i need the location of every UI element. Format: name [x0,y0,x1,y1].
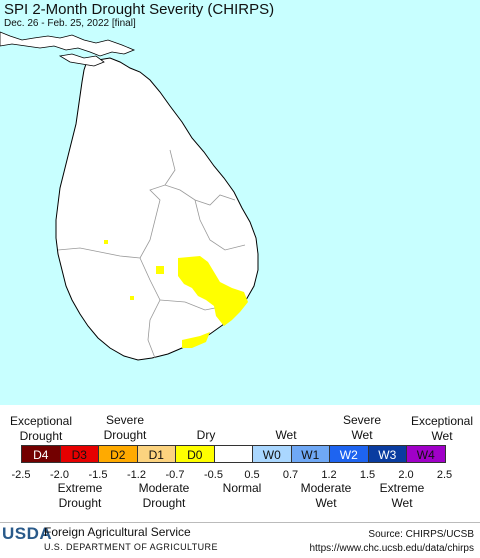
legend-label-severe-wet-line2: Wet [351,428,373,442]
legend-tick: -0.7 [165,469,185,481]
legend-label-severe-drought: Severe Drought [94,413,156,443]
footer-organization: Foreign Agricultural Service [44,525,191,539]
legend-box-d2: D2 [98,445,138,463]
legend-box-w3: W3 [367,445,407,463]
usda-logo: USDA [2,524,53,543]
legend-label-extreme-drought-line2: Drought [58,496,102,510]
map-subtitle: Dec. 26 - Feb. 25, 2022 [final] [4,18,136,29]
legend-label-extreme-drought: Extreme Drought [50,481,110,511]
legend-label-exceptional-wet-line2: Wet [431,429,453,443]
legend-label-exceptional-drought: Exceptional Drought [4,414,78,444]
legend-label-extreme-wet: Extreme Wet [372,481,432,511]
legend-box-d1: D1 [136,445,176,463]
legend-box-normal [213,445,253,463]
legend-box-d0: D0 [175,445,215,463]
legend-label-moderate-wet: Moderate Wet [294,481,358,511]
legend-label-severe-drought-line1: Severe [105,413,145,427]
legend-label-severe-wet: Severe Wet [336,413,388,443]
footer-department: U.S. DEPARTMENT OF AGRICULTURE [44,542,218,552]
legend-tick: -0.5 [204,469,223,481]
d0-drought-areas [104,240,248,348]
legend-label-extreme-drought-line1: Extreme [57,481,103,495]
legend-label-exceptional-wet-line1: Exceptional [410,414,474,428]
legend-label-extreme-wet-line2: Wet [391,496,413,510]
legend-box-w1: W1 [290,445,330,463]
legend-label-severe-wet-line1: Severe [342,413,382,427]
legend-tick: 0.7 [282,469,299,481]
legend-label-normal: Normal [222,481,262,495]
map-title: SPI 2-Month Drought Severity (CHIRPS) [4,1,275,18]
legend-tick: -1.2 [127,469,146,481]
legend-label-exceptional-drought-line1: Exceptional [9,414,73,428]
legend-tick: -1.5 [88,469,108,481]
legend-label-extreme-wet-line1: Extreme [379,481,425,495]
footer-url[interactable]: https://www.chc.ucsb.edu/data/chirps [309,543,474,554]
legend-tick: -2.5 [11,469,31,481]
legend-tick: 1.5 [359,469,376,481]
legend-label-dry: Dry [196,428,216,442]
legend-label-exceptional-drought-line2: Drought [19,429,63,443]
footer-divider [0,522,480,523]
legend-label-wet: Wet [275,428,297,442]
legend-tick: 2.5 [436,469,453,481]
legend-tick: 1.2 [321,469,337,481]
legend-label-exceptional-wet: Exceptional Wet [404,414,480,444]
legend-label-moderate-wet-line1: Moderate [300,481,352,495]
legend-label-moderate-wet-line2: Wet [315,496,337,510]
legend-label-moderate-drought-line1: Moderate [138,481,190,495]
jaffna-peninsula [58,53,105,67]
legend-tick: -2.0 [50,469,69,481]
legend-box-w0: W0 [252,445,292,463]
footer-source: Source: CHIRPS/UCSB [368,529,474,540]
legend-box-d3: D3 [59,445,99,463]
drought-map [0,0,480,405]
legend-tick: 2.0 [398,469,414,481]
legend-box-w4: W4 [406,445,446,463]
legend-label-moderate-drought-line2: Drought [142,496,186,510]
legend-label-severe-drought-line2: Drought [103,428,147,442]
legend-box-d4: D4 [21,445,61,463]
legend-box-w2: W2 [329,445,369,463]
legend-tick: 0.5 [244,469,260,481]
legend-label-moderate-drought: Moderate Drought [132,481,196,511]
india-landmass [0,31,136,57]
